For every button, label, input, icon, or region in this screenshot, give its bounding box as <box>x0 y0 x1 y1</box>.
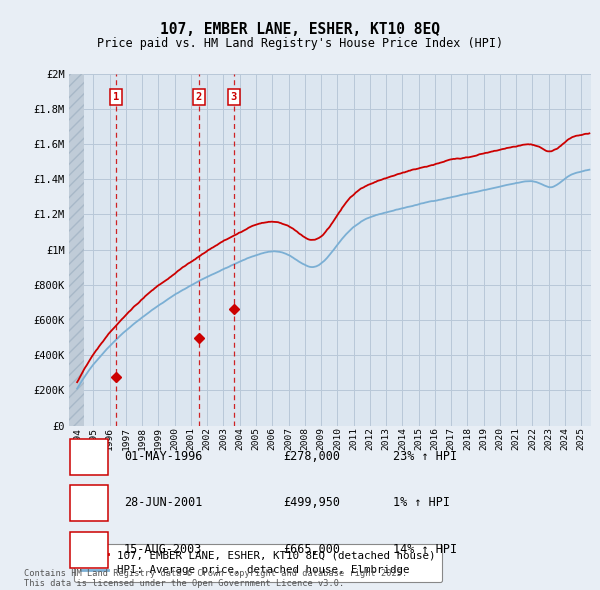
Text: 23% ↑ HPI: 23% ↑ HPI <box>392 450 457 463</box>
FancyBboxPatch shape <box>70 439 107 475</box>
Text: 107, EMBER LANE, ESHER, KT10 8EQ: 107, EMBER LANE, ESHER, KT10 8EQ <box>160 22 440 37</box>
Text: £278,000: £278,000 <box>283 450 340 463</box>
Text: 15-AUG-2003: 15-AUG-2003 <box>124 543 202 556</box>
Text: 2: 2 <box>85 496 92 509</box>
Text: 14% ↑ HPI: 14% ↑ HPI <box>392 543 457 556</box>
Text: £665,000: £665,000 <box>283 543 340 556</box>
Text: 28-JUN-2001: 28-JUN-2001 <box>124 496 202 509</box>
Text: 1: 1 <box>85 450 92 463</box>
Legend: 107, EMBER LANE, ESHER, KT10 8EQ (detached house), HPI: Average price, detached : 107, EMBER LANE, ESHER, KT10 8EQ (detach… <box>74 543 442 582</box>
Text: 3: 3 <box>85 543 92 556</box>
FancyBboxPatch shape <box>70 532 107 568</box>
FancyBboxPatch shape <box>70 486 107 522</box>
Text: 1: 1 <box>113 91 119 101</box>
Text: 01-MAY-1996: 01-MAY-1996 <box>124 450 202 463</box>
Text: 2: 2 <box>196 91 202 101</box>
Text: 3: 3 <box>230 91 236 101</box>
Text: Contains HM Land Registry data © Crown copyright and database right 2025.
This d: Contains HM Land Registry data © Crown c… <box>24 569 407 588</box>
Text: 1% ↑ HPI: 1% ↑ HPI <box>392 496 449 509</box>
Text: Price paid vs. HM Land Registry's House Price Index (HPI): Price paid vs. HM Land Registry's House … <box>97 37 503 50</box>
Text: £499,950: £499,950 <box>283 496 340 509</box>
